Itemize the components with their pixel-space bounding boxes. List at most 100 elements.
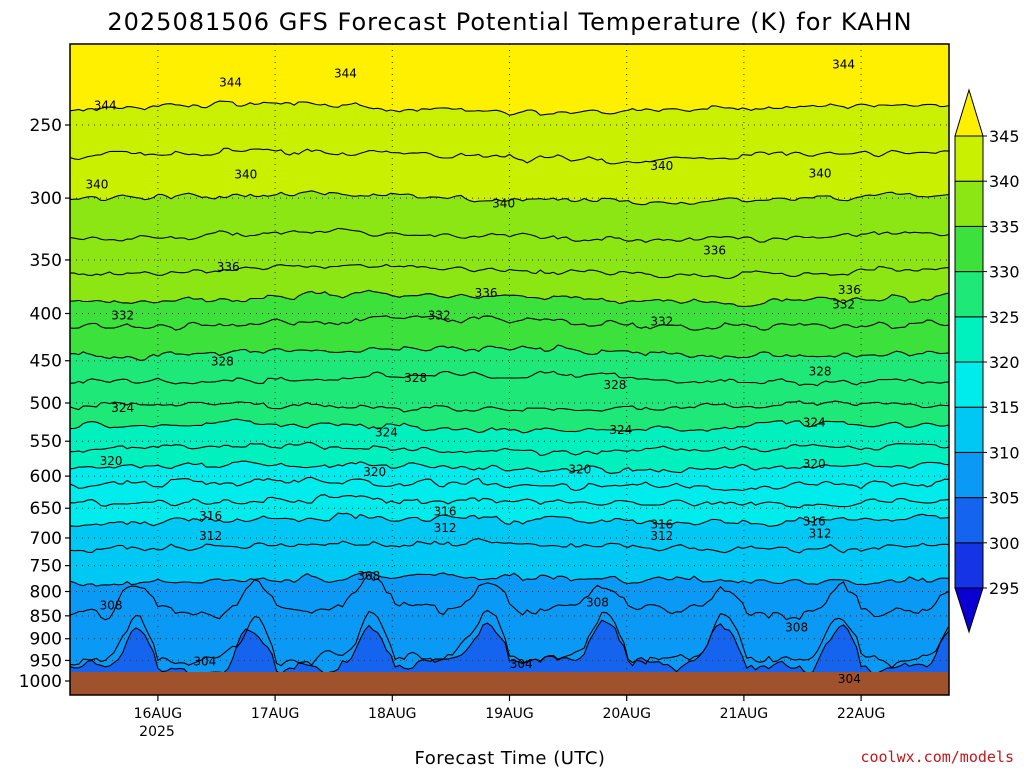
contour-label-344: 344 [94,98,117,112]
y-tick-label-550: 550 [30,432,62,452]
colorbar-seg-295-300 [954,542,984,589]
isentrope-336 [70,263,949,280]
contour-label-344: 344 [219,76,242,90]
contour-label-340: 340 [650,159,673,173]
contour-label-320: 320 [100,454,123,468]
band-326-328 [70,371,949,412]
isentrope-318 [70,476,949,492]
contour-label-316: 316 [650,518,673,532]
contour-label-324: 324 [375,425,398,439]
colorbar-label-300: 300 [989,534,1020,553]
contour-label-324: 324 [609,423,632,437]
colorbar-label-305: 305 [989,489,1020,508]
band-312-314 [70,513,949,553]
x-tick-label-16AUG: 16AUG [134,706,183,722]
band-310-312 [70,538,949,587]
surface-ground-fill [70,672,949,695]
y-tick-label-800: 800 [30,583,62,603]
contour-label-336: 336 [703,244,726,258]
source-credit: coolwx.com/models [860,748,1014,766]
isentrope-324 [70,418,949,434]
contour-label-308: 308 [586,595,609,609]
y-tick-label-500: 500 [30,394,62,414]
colorbar-seg-305-310 [954,451,984,499]
contour-label-332: 332 [428,309,451,323]
y-tick-label-1000: 1000 [19,672,62,692]
contour-label-320: 320 [363,465,386,479]
x-axis-title: Forecast Time (UTC) [415,748,606,768]
band-322-324 [70,419,949,456]
colorbar-seg-310-315 [954,406,984,453]
contour-label-308: 308 [357,569,380,583]
x-tick-label-22AUG: 22AUG [837,706,886,722]
pressure-axis: 250 300 350 400 450 500 550 600 650 700 750 800 850 9… [19,116,70,692]
contour-label-308: 308 [100,598,123,612]
y-tick-label-850: 850 [30,607,62,627]
colorbar-seg-315-320 [954,361,984,408]
isentrope-310 [70,571,949,587]
colorbar-seg-320-325 [954,316,984,363]
colorbar-label-320: 320 [989,353,1020,372]
colorbar-label-345: 345 [989,127,1020,146]
contour-label-344: 344 [334,67,357,81]
band-338-340 [70,190,949,243]
contour-label-316: 316 [434,504,457,518]
band-332-334 [70,290,949,331]
y-tick-label-600: 600 [30,467,62,487]
colorbar-label-295: 295 [989,579,1020,598]
isentrope-332 [70,315,949,331]
contour-label-308: 308 [785,620,808,634]
isentrope-344 [70,100,949,116]
colorbar-label-325: 325 [989,308,1020,327]
y-tick-label-700: 700 [30,529,62,549]
y-tick-label-450: 450 [30,352,62,372]
contour-label-316: 316 [199,509,222,523]
x-tick-label-19AUG: 19AUG [485,706,534,722]
band-328-330 [70,345,949,386]
band-336-338 [70,228,949,279]
isentrope-334 [70,289,949,307]
x-year-label: 2025 [139,724,175,740]
band-318-320 [70,461,949,491]
contour-label-332: 332 [650,314,673,328]
contour-label-312: 312 [809,526,832,540]
contour-label-340: 340 [809,166,832,180]
colorbar-label-315: 315 [989,398,1020,417]
contour-label-328: 328 [211,355,234,369]
band-320-322 [70,442,949,474]
contour-label-324: 324 [111,401,134,415]
x-tick-label-17AUG: 17AUG [251,706,300,722]
band-342-344 [70,101,949,164]
colorbar-label-330: 330 [989,263,1020,282]
contour-label-320: 320 [803,457,826,471]
contour-label-312: 312 [434,521,457,535]
y-tick-label-250: 250 [30,116,62,136]
colorbar-seg-325-330 [954,271,984,318]
contour-label-312: 312 [650,529,673,543]
time-axis: 16AUG 17AUG 18AUG 19AUG 20AUG 21AUG 22AUG [134,695,886,722]
contour-label-336: 336 [0,260,23,274]
x-tick-label-18AUG: 18AUG [368,706,417,722]
band-above-344 [70,44,949,116]
isentrope-328 [70,370,949,387]
band-316-318 [70,477,949,508]
contour-label-340: 340 [234,168,257,182]
colorbar-label-335: 335 [989,217,1020,236]
x-tick-label-20AUG: 20AUG [602,706,651,722]
colorbar-seg-330-335 [954,225,984,273]
y-tick-label-350: 350 [30,251,62,271]
contour-label-336: 336 [217,260,240,274]
contour-label-320: 320 [568,462,591,476]
contour-label-344: 344 [832,58,855,72]
contour-label-312: 312 [0,535,23,549]
colorbar-extend-low [954,587,984,634]
colorbar: 295 300 305 310 315 320 325 330 335 340 345 [954,88,1020,634]
contour-label-328: 328 [809,364,832,378]
colorbar-seg-300-305 [954,497,984,544]
y-tick-label-650: 650 [30,499,62,519]
y-tick-label-950: 950 [30,651,62,671]
y-tick-label-300: 300 [30,189,62,209]
